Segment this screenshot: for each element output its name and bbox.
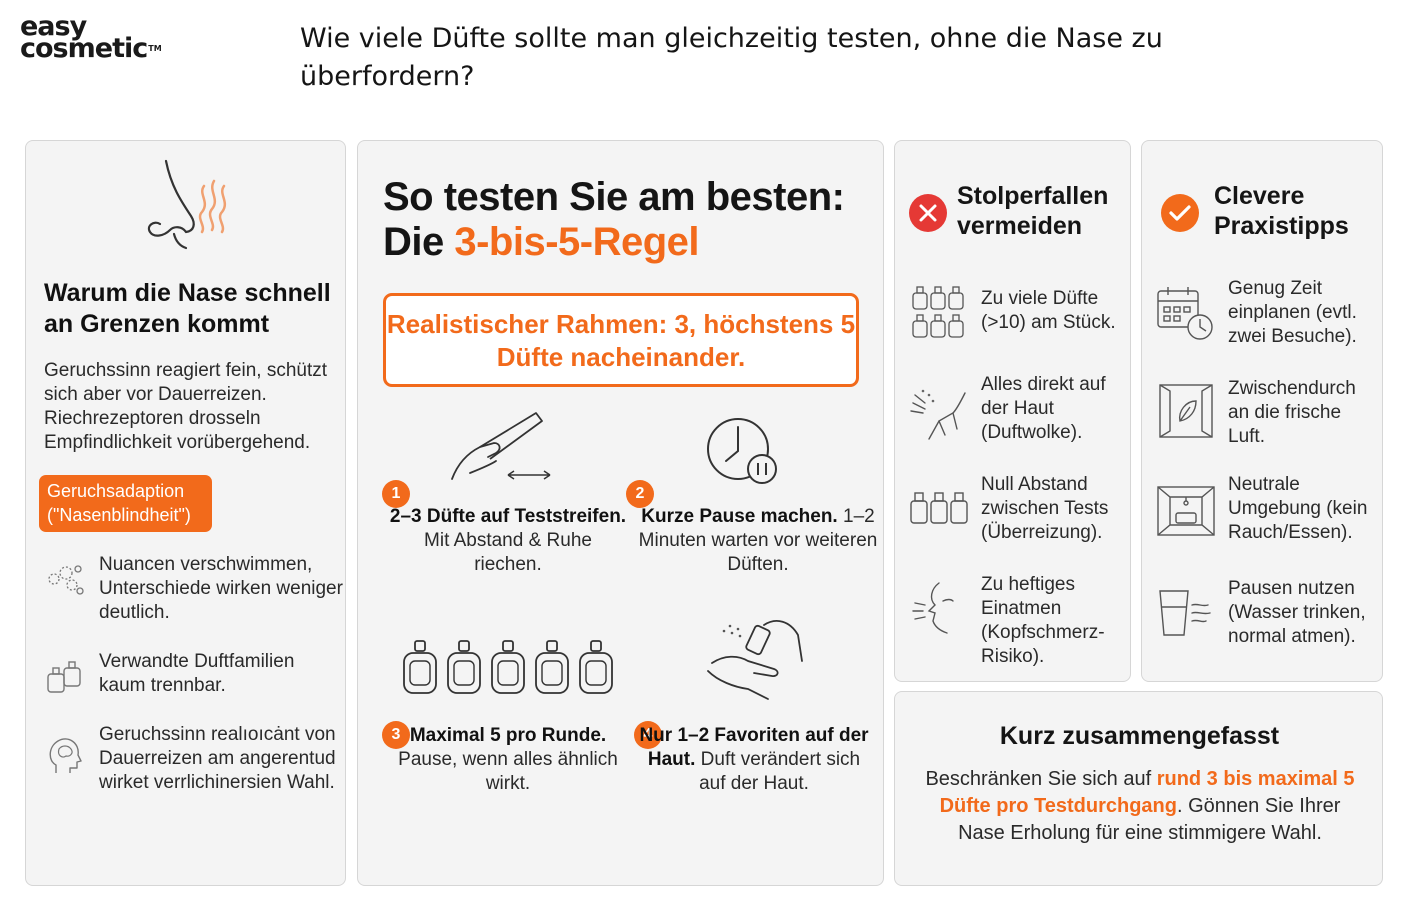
card-nose-limits: Warum die Nase schnell an Grenzen kommt … [25, 140, 346, 886]
list-item-text: Zu viele Düfte (>10) am Stück. [981, 288, 1116, 333]
bottle-icon [447, 640, 481, 694]
bottle-icon [491, 640, 525, 694]
calendar-clock-icon [1157, 287, 1213, 340]
x-circle-icon [909, 194, 947, 232]
step-number-3: 3 [382, 721, 410, 749]
step-4-bold: Nur 1–2 Favoriten auf der Haut. [639, 725, 869, 770]
list-item-text: Alles direkt auf der Haut (Duftwolke). [981, 374, 1106, 443]
rule-frame: Realistischer Rahmen: 3, höchstens 5 Düf… [383, 293, 859, 387]
step-number-2: 2 [626, 480, 654, 508]
inhale-face-icon [912, 582, 954, 634]
bottle-icon [535, 640, 569, 694]
card2-title-part1: So testen Sie am besten: [383, 175, 845, 219]
spray-skin-icon [910, 389, 966, 440]
step-number-4: 4 [634, 721, 662, 749]
card2-title: So testen Sie am besten: Die 3-bis-5-Reg… [383, 175, 873, 265]
brand-logo: easy cosmeticTM [20, 11, 162, 62]
step-1-rest: Mit Abstand & Ruhe riechen. [424, 530, 592, 575]
neutral-room-icon [1157, 486, 1215, 536]
card-3-5-rule: So testen Sie am besten: Die 3-bis-5-Reg… [357, 140, 884, 886]
page-headline: Wie viele Düfte sollte man gleichzeitig … [300, 23, 1163, 92]
summary-text: Beschränken Sie sich auf rund 3 bis maxi… [920, 766, 1360, 847]
bottle-icon [579, 640, 613, 694]
check-circle-icon [1161, 194, 1199, 232]
brand-line2-text: cosmetic [20, 33, 148, 64]
card4-title: Clevere Praxistipps [1214, 182, 1349, 240]
card2-title-accent: 3-bis-5-Regel [454, 220, 700, 264]
list-item-text: Genug Zeit einplanen (evtl. zwei Besuche… [1228, 278, 1357, 347]
open-window-icon [1159, 384, 1213, 438]
card-pitfalls: Stolperfallen vermeiden Zu viele Düfte (… [894, 140, 1131, 682]
list-item-text: Verwandte Duftfamilien kaum trennbar. [99, 651, 295, 696]
card2-title-part2: Die [383, 220, 455, 264]
step-2-text: Kurze Pause machen. 1–2 Minuten warten v… [638, 505, 878, 577]
step-2-rest: 1–2 Minuten warten vor weiteren Düften. [638, 506, 878, 575]
adaptation-badge: Geruchsadaption ("Nasenblindheit") [39, 475, 212, 532]
brand-line1: easy [20, 11, 87, 42]
summary-post: . Gönnen Sie Ihrer Nase Erholung für ein… [958, 795, 1341, 844]
list-item-text: Null Abstand zwischen Tests (Überreizung… [981, 474, 1109, 543]
card-summary: Kurz zusammengefasst Beschränken Sie sic… [894, 691, 1383, 886]
step-1-bold: 2–3 Düfte auf Teststreifen. [389, 506, 627, 527]
nose-scent-icon [147, 159, 227, 250]
five-bottles-icon [403, 640, 613, 694]
step-1-text: 2–3 Düfte auf Teststreifen. Mit Abstand … [388, 505, 628, 577]
list-item-text: Nuancen verschwimmen, Unterschiede wirke… [99, 554, 343, 623]
head-brain-icon [49, 738, 82, 773]
list-item-text: Zu heftiges Einatmen (Kopfschmerz-Risiko… [981, 574, 1105, 667]
summary-accent: rund 3 bis maximal 5 Düfte pro Testdurch… [939, 768, 1355, 817]
list-item-text: Pausen nutzen (Wasser trinken, normal at… [1228, 578, 1366, 647]
bottle-icon [403, 640, 437, 694]
step-4-text: Nur 1–2 Favoriten auf der Haut. Duft ver… [634, 724, 874, 796]
step-4-rest: Duft verändert sich auf der Haut. [695, 749, 861, 794]
step-number-1: 1 [382, 480, 410, 508]
brand-line2: cosmeticTM [20, 35, 162, 62]
card1-title: Warum die Nase schnell an Grenzen kommt [44, 279, 331, 338]
list-item-text: Geruchssinn realıoıcȧnt von Dauerreizen … [99, 724, 336, 793]
three-bottles-icon [910, 492, 968, 524]
step-3-rest: Pause, wenn alles ähnlich wirkt. [398, 749, 618, 794]
step-2-bold: Kurze Pause machen. [641, 506, 838, 527]
perfume-bottles-icon [47, 661, 81, 693]
test-strip-hand-icon [451, 412, 551, 480]
list-item-text: Zwischendurch an die frische Luft. [1228, 378, 1356, 447]
spray-wrist-icon [707, 620, 803, 700]
step-3-bold: Maximal 5 pro Runde. [409, 725, 607, 746]
many-bottles-icon [912, 286, 964, 338]
water-glass-icon [1159, 590, 1211, 636]
list-item-text: Neutrale Umgebung (kein Rauch/Essen). [1228, 474, 1368, 543]
clock-pause-icon [707, 418, 777, 484]
card3-title: Stolperfallen vermeiden [957, 182, 1109, 240]
card-tips: Clevere Praxistipps Genug Zeit einplanen… [1141, 140, 1383, 682]
blurred-scent-icon [48, 565, 84, 595]
step-3-text: Maximal 5 pro Runde. Pause, wenn alles ä… [388, 724, 628, 796]
brand-tm: TM [148, 44, 162, 53]
summary-title: Kurz zusammengefasst [999, 722, 1280, 750]
summary-pre: Beschränken Sie sich auf [925, 768, 1157, 790]
card1-body: Geruchssinn reagiert fein, schützt sich … [44, 360, 328, 453]
